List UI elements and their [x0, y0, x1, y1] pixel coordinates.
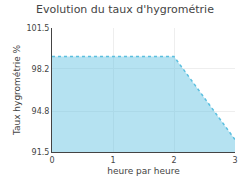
svg-text:3: 3 [232, 156, 237, 165]
svg-text:0: 0 [49, 156, 54, 165]
svg-text:101.5: 101.5 [26, 24, 49, 33]
svg-text:Taux hygrométrie %: Taux hygrométrie % [12, 44, 22, 136]
svg-text:91.5: 91.5 [32, 148, 50, 157]
svg-text:heure par heure: heure par heure [107, 166, 180, 176]
svg-text:94.8: 94.8 [32, 107, 50, 116]
svg-text:Evolution du taux d'hygrométri: Evolution du taux d'hygrométrie [36, 3, 214, 16]
svg-text:2: 2 [171, 156, 176, 165]
svg-text:98.2: 98.2 [32, 65, 50, 74]
svg-text:1: 1 [110, 156, 115, 165]
